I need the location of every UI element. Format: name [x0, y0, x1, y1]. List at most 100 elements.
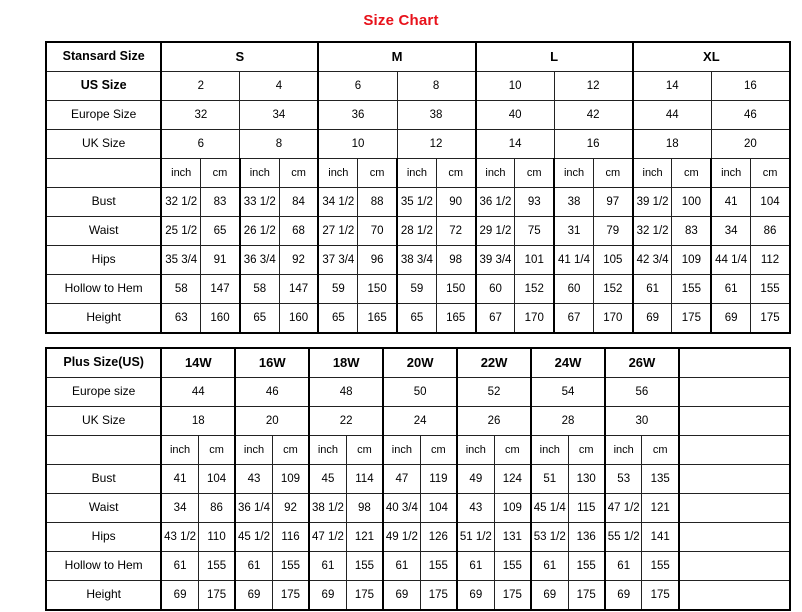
unit-inch-label: inch: [382, 435, 421, 465]
plus-size-header-16w: 16W: [234, 347, 310, 378]
cell-value: 20: [710, 129, 791, 159]
cell-value: 29 1/2: [474, 216, 516, 246]
cell-value: 35 3/4: [160, 245, 202, 275]
cell-value: 31: [553, 216, 594, 246]
cell-value: 40: [474, 100, 555, 130]
cell-value: 61: [382, 551, 421, 581]
cell-value: 109: [493, 493, 532, 523]
cell-value: 69: [456, 580, 495, 611]
unit-inch-label: inch: [530, 435, 569, 465]
cell-value: 69: [234, 580, 273, 611]
plus-table-blank-cell: [677, 347, 791, 378]
group-header-row: Stansard Size S M L XL: [45, 41, 791, 72]
row-label-uk-size: UK Size: [45, 129, 162, 159]
cell-value: 42: [553, 100, 634, 130]
cell-value: 155: [271, 551, 310, 581]
row-label-us-size: US Size: [45, 71, 162, 101]
cell-value: 32: [160, 100, 241, 130]
cell-value: 65: [396, 303, 437, 334]
plus-size-header-24w: 24W: [530, 347, 606, 378]
cell-value: 69: [530, 580, 569, 611]
standard-size-table: Stansard Size S M L XL US Size 2 4 6 8 10 12 14 16 Eur…: [45, 41, 791, 334]
cell-value: 30: [603, 406, 680, 436]
row-label-europe-size: Europe Size: [45, 100, 162, 130]
cell-value: 150: [435, 274, 477, 304]
unit-cm-label: cm: [345, 435, 384, 465]
cell-value: 65: [317, 303, 359, 334]
cell-value: 6: [317, 71, 398, 101]
cell-value: 83: [671, 216, 712, 246]
row-label-height: Height: [45, 580, 162, 611]
cell-value: 68: [278, 216, 319, 246]
unit-inch-label: inch: [238, 158, 280, 188]
unit-inch-label: inch: [603, 435, 643, 465]
table-row-uk-size: UK Size 6 8 10 12 14 16 18 20: [45, 129, 791, 159]
cell-value: 152: [592, 274, 634, 304]
unit-cm-label: cm: [641, 435, 680, 465]
plus-table-blank-cell: [677, 377, 791, 407]
unit-inch-label: inch: [317, 158, 359, 188]
cell-value: 47 1/2: [308, 522, 347, 552]
cell-value: 40 3/4: [382, 493, 421, 523]
cell-value: 136: [567, 522, 606, 552]
cell-value: 175: [345, 580, 384, 611]
size-group-header-l: L: [474, 41, 634, 72]
cell-value: 75: [514, 216, 555, 246]
cell-value: 53 1/2: [530, 522, 569, 552]
cell-value: 34: [160, 493, 199, 523]
cell-value: 121: [345, 522, 384, 552]
cell-value: 35 1/2: [396, 187, 437, 217]
cell-value: 34 1/2: [317, 187, 359, 217]
table-row-hollow-to-hem: Hollow to Hem 58 147 58 147 59 150 59 150 60 152 60…: [45, 274, 791, 304]
cell-value: 2: [160, 71, 241, 101]
cell-value: 36 1/2: [474, 187, 516, 217]
table-row-hollow-to-hem: Hollow to Hem 61 155 61 155 61 155 61 155 61 155 61…: [45, 551, 791, 581]
cell-value: 18: [631, 129, 712, 159]
cell-value: 115: [567, 493, 606, 523]
cell-value: 10: [474, 71, 555, 101]
cell-value: 175: [671, 303, 712, 334]
cell-value: 69: [710, 303, 752, 334]
table-row-height: Height 69 175 69 175 69 175 69 175 69 175 69 175 69 17…: [45, 580, 791, 611]
cell-value: 101: [514, 245, 555, 275]
unit-inch-label: inch: [710, 158, 752, 188]
unit-inch-label: inch: [308, 435, 347, 465]
unit-inch-label: inch: [160, 158, 202, 188]
cell-value: 43: [234, 464, 273, 494]
unit-row-empty-label: [45, 435, 162, 465]
cell-value: 175: [750, 303, 791, 334]
cell-value: 69: [160, 580, 199, 611]
unit-cm-label: cm: [493, 435, 532, 465]
cell-value: 32 1/2: [160, 187, 202, 217]
plus-table-blank-cell: [677, 493, 791, 523]
cell-value: 28 1/2: [396, 216, 437, 246]
cell-value: 61: [631, 274, 673, 304]
unit-cm-label: cm: [357, 158, 398, 188]
cell-value: 28: [530, 406, 606, 436]
cell-value: 84: [278, 187, 319, 217]
cell-value: 51: [530, 464, 569, 494]
table-row-europe-size: Europe size 44 46 48 50 52 54 56: [45, 377, 791, 407]
cell-value: 44 1/4: [710, 245, 752, 275]
cell-value: 147: [278, 274, 319, 304]
plus-size-header-18w: 18W: [308, 347, 384, 378]
cell-value: 96: [357, 245, 398, 275]
cell-value: 160: [278, 303, 319, 334]
cell-value: 150: [357, 274, 398, 304]
cell-value: 86: [750, 216, 791, 246]
cell-value: 61: [234, 551, 273, 581]
unit-cm-label: cm: [567, 435, 606, 465]
table-row-hips: Hips 35 3/4 91 36 3/4 92 37 3/4 96 38 3/4 98 39 3…: [45, 245, 791, 275]
cell-value: 46: [234, 377, 310, 407]
cell-value: 70: [357, 216, 398, 246]
cell-value: 47 1/2: [603, 493, 643, 523]
cell-value: 41: [710, 187, 752, 217]
cell-value: 110: [197, 522, 236, 552]
cell-value: 72: [435, 216, 477, 246]
table-row-height: Height 63 160 65 160 65 165 65 165 67 170 67 170 69 17…: [45, 303, 791, 334]
plus-size-table: Plus Size(US) 14W 16W 18W 20W 22W 24W 26W Europe…: [45, 347, 791, 611]
plus-size-header-14w: 14W: [160, 347, 236, 378]
row-label-waist: Waist: [45, 216, 162, 246]
cell-value: 69: [382, 580, 421, 611]
